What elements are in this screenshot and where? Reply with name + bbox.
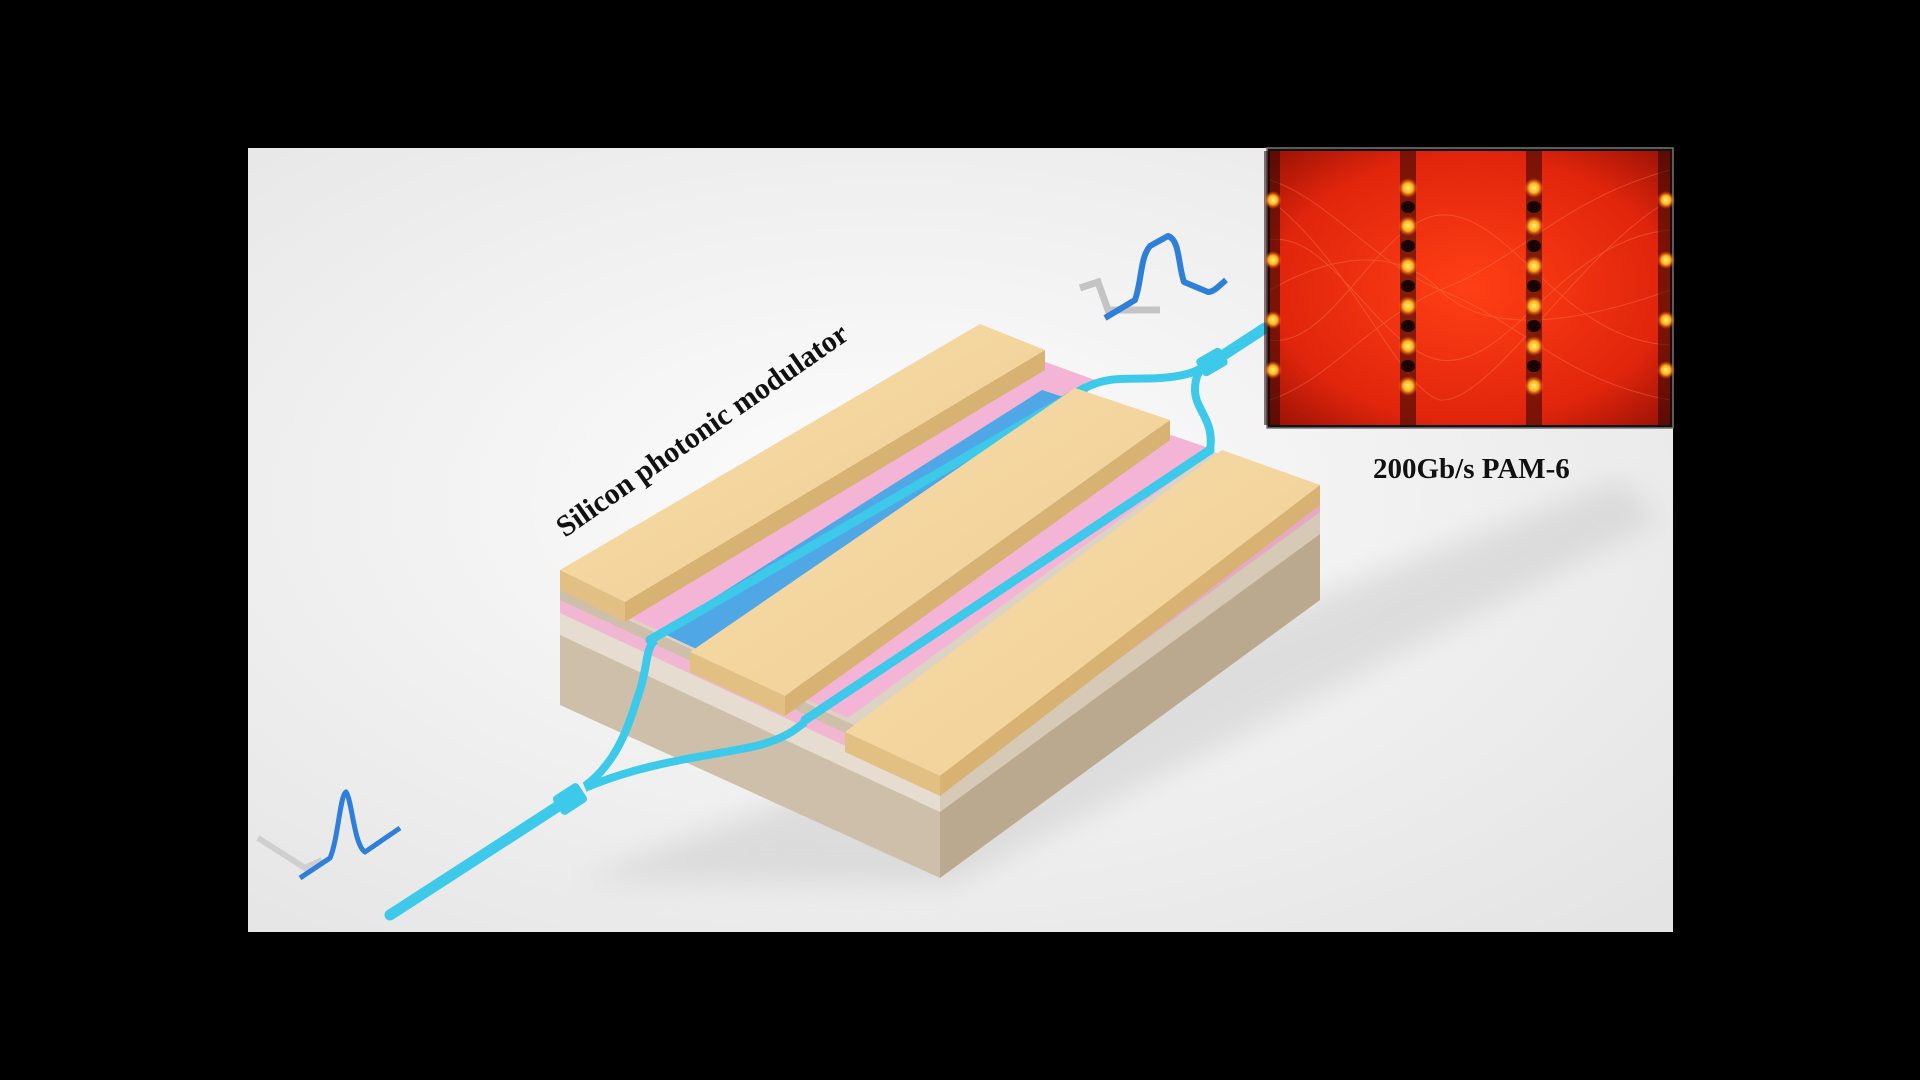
input-splitter [552, 783, 588, 815]
split-lower-branch [583, 718, 808, 792]
output-signal [1103, 233, 1228, 321]
eye-diagram [1264, 147, 1675, 429]
split-upper-branch [582, 637, 659, 790]
cladding-stripe-2 [790, 432, 1215, 718]
output-signal-shadow [1078, 277, 1160, 314]
eye-diagram-field [1270, 151, 1670, 425]
electrode-3 [845, 450, 1320, 796]
eye-crossing-column-left [1264, 151, 1280, 425]
waveguide-lower-arm [800, 445, 1215, 725]
input-pulse-signal [256, 789, 402, 881]
eye-glow-points [1264, 178, 1675, 396]
input-pulse-shadow [256, 835, 324, 872]
waveguide-upper-arm [645, 383, 1090, 645]
modulator-chip [560, 324, 1320, 878]
eye-crossing-column-right [1658, 151, 1672, 425]
input-pulse [298, 789, 402, 881]
eye-traces [1269, 169, 1671, 401]
output-waveguide [1083, 322, 1271, 451]
electrode-2 [690, 388, 1170, 716]
oxide-layer-front [560, 613, 940, 812]
cladding-stripe-1 [625, 360, 1095, 640]
electrode-1 [560, 324, 1045, 622]
eye-diagram-caption: 200Gb/s PAM-6 [1373, 453, 1570, 485]
oxide-layer-right [940, 512, 1320, 812]
input-waveguide [384, 637, 808, 921]
output-pam-signal [1078, 233, 1228, 321]
